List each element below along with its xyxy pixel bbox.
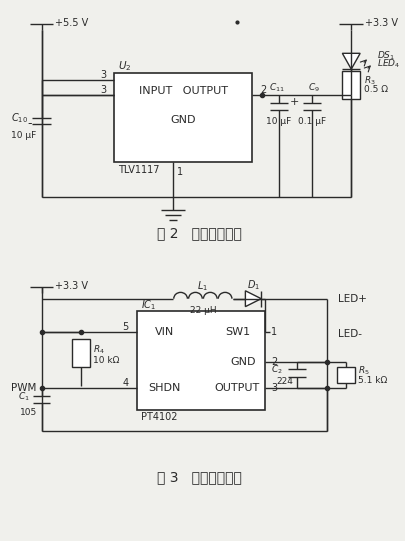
Text: 0.5 Ω: 0.5 Ω [364, 85, 388, 95]
Text: 10 μF: 10 μF [11, 131, 36, 140]
Text: INPUT   OUTPUT: INPUT OUTPUT [139, 86, 228, 96]
Text: 图 2   降压稳压电路: 图 2 降压稳压电路 [158, 226, 242, 240]
Bar [342, 71, 360, 99]
Text: $R_4$: $R_4$ [93, 344, 105, 357]
Text: $C_2$: $C_2$ [271, 363, 283, 375]
Text: $IC_1$: $IC_1$ [141, 298, 156, 312]
Text: $LED_4$: $LED_4$ [377, 58, 400, 70]
Text: TLV1117: TLV1117 [118, 165, 159, 175]
Text: -: - [27, 117, 32, 130]
Text: $L_1$: $L_1$ [197, 279, 208, 293]
Text: $R_5$: $R_5$ [358, 365, 370, 377]
Text: $U_2$: $U_2$ [118, 60, 131, 73]
Text: SW1: SW1 [225, 327, 250, 338]
Text: 3: 3 [100, 70, 106, 80]
Text: 3: 3 [271, 382, 277, 393]
Text: 1: 1 [271, 327, 277, 338]
Text: 4: 4 [122, 378, 129, 388]
Text: $C_9$: $C_9$ [308, 82, 320, 94]
Bar [337, 367, 355, 383]
Text: SHDN: SHDN [148, 382, 181, 393]
Bar [114, 73, 252, 162]
Text: +: + [290, 97, 299, 107]
Text: 10 μF: 10 μF [266, 117, 292, 126]
Text: $D_1$: $D_1$ [247, 278, 260, 292]
Text: 2: 2 [260, 85, 266, 95]
Text: 1: 1 [177, 167, 183, 177]
Text: PT4102: PT4102 [141, 412, 177, 423]
Polygon shape [342, 54, 360, 69]
Text: GND: GND [170, 115, 196, 124]
Text: 5: 5 [122, 322, 129, 332]
Bar [72, 339, 90, 367]
Text: $C_{10}$: $C_{10}$ [11, 111, 28, 124]
Text: PWM: PWM [11, 382, 36, 393]
Text: $C_{11}$: $C_{11}$ [269, 82, 285, 94]
Text: $R_3$: $R_3$ [364, 75, 376, 87]
Text: 2: 2 [271, 357, 277, 367]
Polygon shape [245, 291, 261, 307]
Text: 224: 224 [276, 377, 293, 386]
Text: 22 μH: 22 μH [190, 306, 216, 315]
Text: OUTPUT: OUTPUT [215, 382, 260, 393]
Text: 0.1 μF: 0.1 μF [298, 117, 326, 126]
Text: 10 kΩ: 10 kΩ [93, 355, 119, 365]
Text: 5.1 kΩ: 5.1 kΩ [358, 377, 388, 385]
Bar [136, 311, 265, 410]
Text: LED-: LED- [339, 329, 362, 339]
Text: $C_1$: $C_1$ [18, 391, 30, 403]
Text: 105: 105 [20, 408, 38, 417]
Text: +5.5 V: +5.5 V [55, 18, 89, 28]
Text: +3.3 V: +3.3 V [365, 18, 398, 28]
Text: $DS_1$: $DS_1$ [377, 49, 395, 62]
Text: LED+: LED+ [339, 294, 367, 304]
Text: 图 3   升压稳压电路: 图 3 升压稳压电路 [158, 470, 242, 484]
Text: +3.3 V: +3.3 V [55, 281, 88, 291]
Text: GND: GND [231, 357, 256, 367]
Text: VIN: VIN [155, 327, 174, 338]
Text: 3: 3 [100, 85, 106, 95]
